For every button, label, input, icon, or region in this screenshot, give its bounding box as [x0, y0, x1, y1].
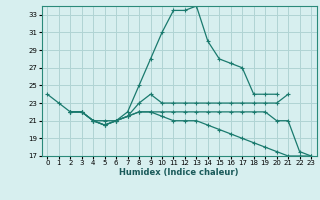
X-axis label: Humidex (Indice chaleur): Humidex (Indice chaleur) [119, 168, 239, 177]
